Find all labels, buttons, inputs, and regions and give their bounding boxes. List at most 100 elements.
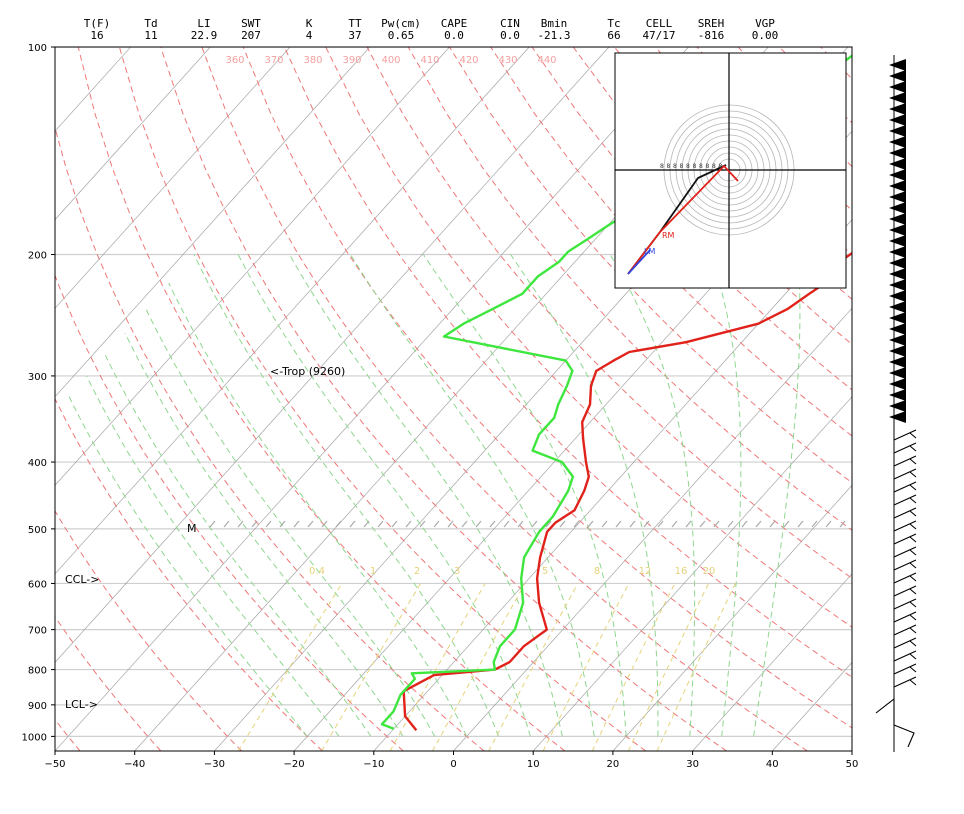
mixing-ratio-line [389,583,486,751]
index-label: SWT [241,17,261,30]
theta-label: 410 [420,55,439,66]
wind-barb [893,546,917,558]
index-value: -816 [697,29,725,42]
isotherm-line [55,47,291,309]
isotherm-line [851,750,852,751]
dry-adiabat-line [201,47,808,751]
wind-barb-flag [889,345,906,357]
index-value: 0.00 [751,29,779,42]
moist-adiabat-line [710,254,742,737]
y-tick-label: 400 [28,458,47,469]
hatch-mark [265,520,272,528]
hatch-mark [699,520,706,528]
wind-barb [909,458,917,465]
isotherm-line [55,47,610,663]
hatch-mark [741,520,748,528]
mixing-ratio-label: 2 [414,566,420,577]
dry-adiabat-line [160,47,727,751]
mixing-ratio-label: 12 [639,566,652,577]
dry-adiabat-line [531,47,852,391]
hatch-mark [363,520,370,528]
wind-barb-flag [889,147,906,159]
hatch-mark [531,520,538,528]
hatch-mark [405,520,412,528]
wind-barb-flag [889,411,906,423]
hatch-mark [475,520,482,528]
mixing-ratio-line [542,583,630,751]
index-label: Td [144,17,158,30]
hatch-mark [279,520,286,528]
hatch-mark [783,520,790,528]
x-tick-label: 50 [846,759,859,770]
dry-adiabat-line [325,47,852,628]
hatch-mark [433,520,440,528]
wind-barb [893,455,917,467]
hatch-mark [419,520,426,528]
m-marker-label: M [187,522,197,535]
index-label: Pw(cm) [381,17,421,30]
isotherm-line [55,47,371,398]
hatch-mark [587,520,594,528]
index-11: CELL 47/17 [624,18,694,42]
hodograph-speed-tick: 8 [680,163,684,170]
moist-adiabat-line [193,254,499,737]
wind-barb [909,614,917,621]
index-6: Pw(cm) 0.65 [366,18,436,42]
index-label: TT [348,17,362,30]
wind-barb-flag [889,213,906,225]
wind-barb-flag [889,312,906,324]
wind-barb-flag [889,290,906,302]
y-tick-label: 1000 [22,732,47,743]
mixing-ratio-line [321,583,422,751]
index-label: LI [197,17,211,30]
index-9: Bmin -21.3 [519,18,589,42]
wind-barb [909,523,917,530]
hatch-mark [839,520,846,528]
moist-adiabat-line [753,254,801,737]
dry-adiabat-line [242,47,852,729]
index-8: CIN 0.0 [475,18,545,42]
index-5: TT 37 [320,18,390,42]
index-2: LI 22.9 [169,18,239,42]
wind-barb [893,598,917,610]
dry-adiabat-line [903,47,964,751]
wind-barb [893,637,917,649]
wind-barb [909,666,917,673]
dry-adiabat-line [55,509,242,751]
hatch-mark [573,520,580,528]
x-tick-label: −10 [363,759,384,770]
mixing-ratio-label: 0.4 [309,566,325,577]
wind-barb [893,559,917,571]
isotherm-line [55,47,211,221]
wind-barb-flag [889,59,906,71]
hatch-mark [825,520,832,528]
hatch-mark [629,520,636,528]
isotherm-line [532,396,852,751]
x-tick-label: 40 [766,759,779,770]
moist-adiabat-line [67,394,308,737]
index-label: VGP [755,17,775,30]
y-tick-label: 200 [28,251,47,262]
isotherm-line [55,47,131,132]
mixing-ratio-label: 8 [594,566,600,577]
wind-barb-flag [889,224,906,236]
wind-barb-flag [889,323,906,335]
hatch-mark [307,520,314,528]
y-tick-label: 300 [28,372,47,383]
ccl-label: CCL-> [65,573,99,586]
wind-barb [909,510,917,517]
dry-adiabat-line [55,616,162,751]
wind-barb [893,624,917,636]
hodograph-speed-tick: 8 [706,163,710,170]
isotherm-line [55,47,689,751]
wind-barb [893,481,917,493]
mixing-ratio-line [237,583,343,751]
dry-adiabat-line [55,397,323,751]
index-value: 47/17 [642,29,676,42]
index-7: CAPE 0.0 [419,18,489,42]
theta-label: 420 [459,55,478,66]
wind-barb-flag [889,180,906,192]
hatch-mark [489,520,496,528]
